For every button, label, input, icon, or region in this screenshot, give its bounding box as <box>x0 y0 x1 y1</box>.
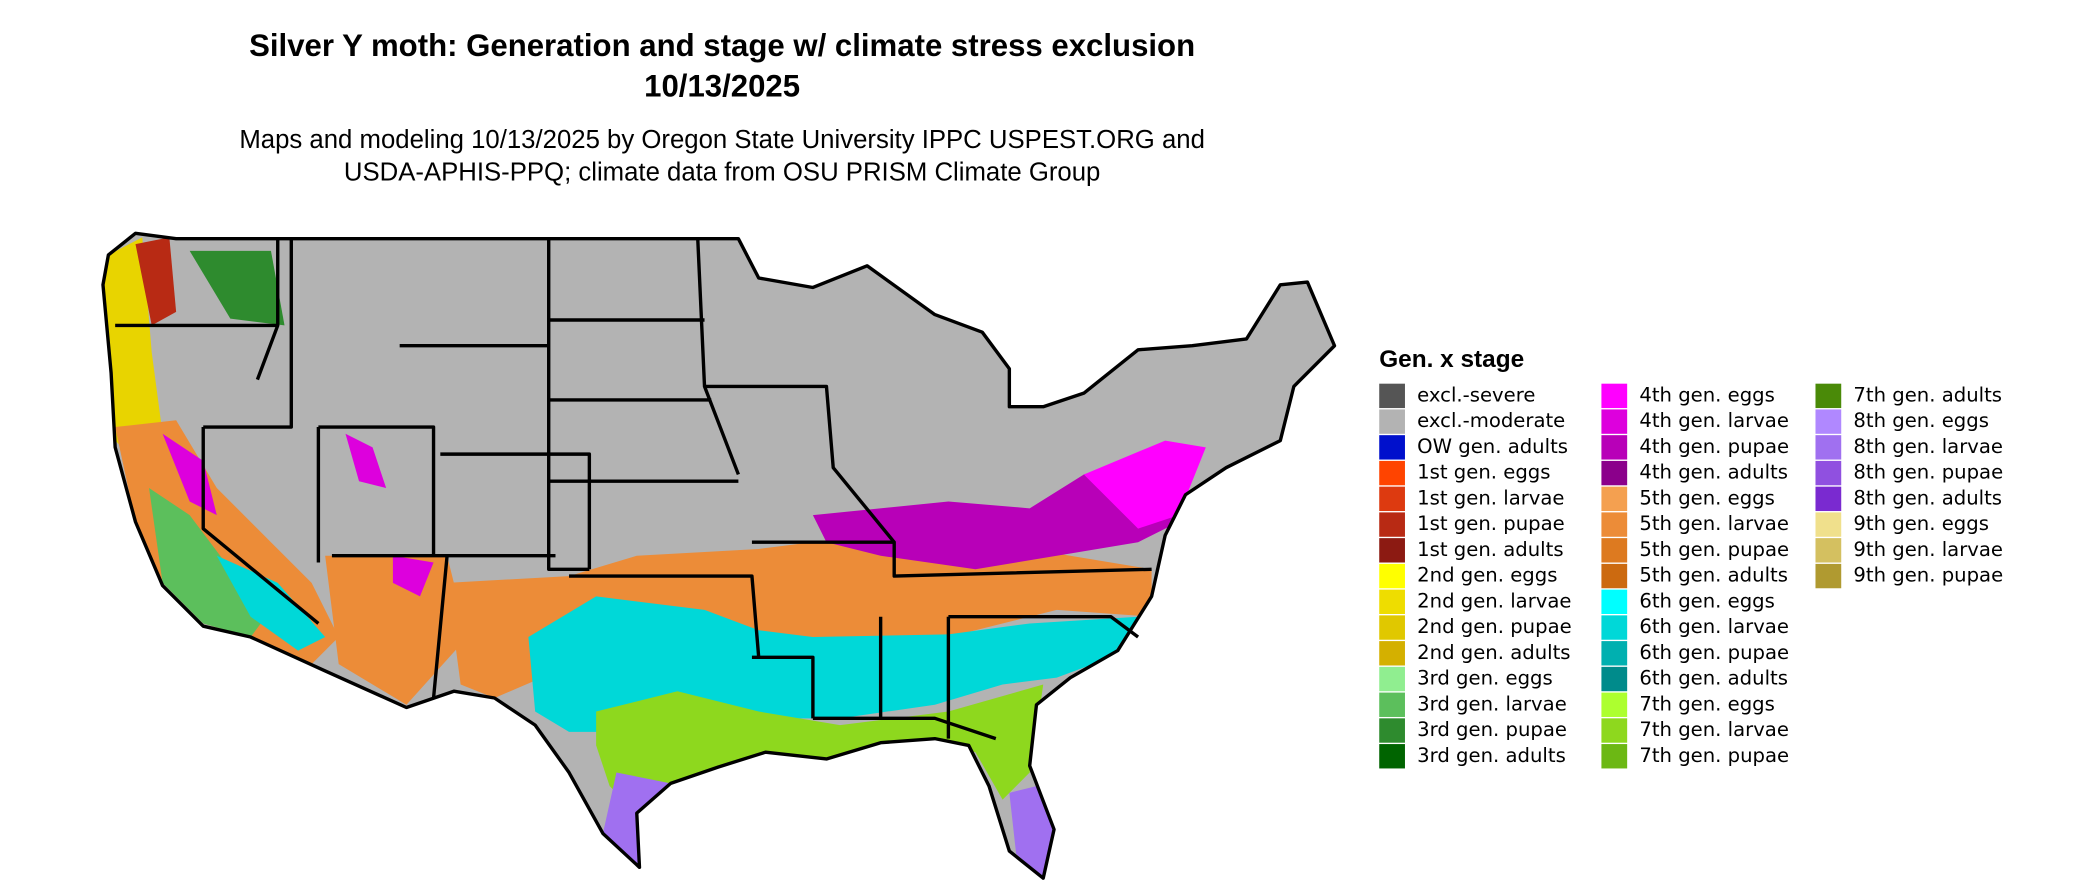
legend-swatch <box>1379 512 1405 537</box>
legend-label: 6th gen. larvae <box>1639 615 1789 638</box>
legend-swatch <box>1601 409 1628 434</box>
legend-swatch <box>1379 692 1405 717</box>
legend-label: 1st gen. larvae <box>1417 486 1564 509</box>
legend-label: 4th gen. eggs <box>1639 383 1775 406</box>
legend-label: 3rd gen. pupae <box>1417 718 1567 741</box>
legend-label: 5th gen. eggs <box>1639 486 1775 509</box>
title: Silver Y moth: Generation and stage w/ c… <box>249 28 1195 63</box>
legend-label: 7th gen. adults <box>1853 383 2002 406</box>
legend-label: 4th gen. larvae <box>1639 409 1789 432</box>
state-borders <box>101 231 1337 880</box>
legend-label: 1st gen. pupae <box>1417 512 1565 535</box>
legend-swatch <box>1815 538 1842 563</box>
legend-label: OW gen. adults <box>1417 435 1568 458</box>
legend-label: 8th gen. adults <box>1853 486 2002 509</box>
title-date: 10/13/2025 <box>644 69 800 104</box>
legend-swatch <box>1601 512 1628 537</box>
legend-label: 5th gen. larvae <box>1639 512 1789 535</box>
legend-swatch <box>1379 744 1405 769</box>
legend-label: 9th gen. eggs <box>1853 512 1989 535</box>
legend-swatch <box>1379 538 1405 563</box>
legend-label: 2nd gen. larvae <box>1417 589 1571 612</box>
legend-swatch <box>1379 435 1405 460</box>
legend-swatch <box>1815 486 1842 512</box>
legend-swatch <box>1601 589 1628 614</box>
legend-swatch <box>1601 538 1628 563</box>
legend-label: 2nd gen. pupae <box>1417 615 1572 638</box>
legend-swatch <box>1601 460 1628 486</box>
legend-swatch <box>1601 692 1628 717</box>
legend-swatch <box>1815 409 1842 434</box>
legend-label: 3rd gen. adults <box>1417 744 1566 767</box>
legend-swatch <box>1601 718 1628 743</box>
legend-label: 9th gen. pupae <box>1853 564 2003 587</box>
legend-swatch <box>1601 486 1628 512</box>
legend-label: 7th gen. larvae <box>1639 718 1789 741</box>
legend-swatch <box>1601 435 1628 460</box>
legend-swatch <box>1379 718 1405 743</box>
legend: excl.-severe excl.-moderate OW gen. adults… <box>1379 383 2003 769</box>
legend-label: 7th gen. eggs <box>1639 692 1775 715</box>
legend-swatch <box>1815 512 1842 537</box>
legend-swatch <box>1379 563 1405 589</box>
legend-label: 5th gen. pupae <box>1639 538 1789 561</box>
legend-swatch <box>1815 383 1842 409</box>
legend-label: excl.-severe <box>1417 383 1535 406</box>
legend-label: 3rd gen. eggs <box>1417 667 1553 690</box>
legend-label: 1st gen. eggs <box>1417 461 1550 484</box>
legend-title: Gen. x stage <box>1379 346 1524 373</box>
legend-label: 7th gen. pupae <box>1639 744 1789 767</box>
legend-swatch <box>1379 666 1405 692</box>
legend-swatch <box>1601 666 1628 692</box>
legend-label: 6th gen. eggs <box>1639 589 1775 612</box>
legend-label: 2nd gen. eggs <box>1417 564 1557 587</box>
legend-label: 6th gen. adults <box>1639 667 1788 690</box>
legend-label: 9th gen. larvae <box>1853 538 2003 561</box>
legend-swatch <box>1601 563 1628 589</box>
legend-swatch <box>1601 744 1628 769</box>
legend-label: 1st gen. adults <box>1417 538 1563 561</box>
legend-swatch <box>1601 615 1628 640</box>
legend-label: 3rd gen. larvae <box>1417 692 1567 715</box>
legend-label: 5th gen. adults <box>1639 564 1788 587</box>
legend-swatch <box>1379 409 1405 434</box>
legend-swatch <box>1601 383 1628 409</box>
legend-swatch <box>1815 563 1842 589</box>
legend-label: 6th gen. pupae <box>1639 641 1789 664</box>
legend-label: 2nd gen. adults <box>1417 641 1570 664</box>
legend-label: 4th gen. pupae <box>1639 435 1789 458</box>
subtitle: USDA-APHIS-PPQ; climate data from OSU PR… <box>344 158 1101 186</box>
legend-swatch <box>1379 460 1405 486</box>
legend-swatch <box>1379 486 1405 512</box>
legend-label: 8th gen. larvae <box>1853 435 2003 458</box>
legend-swatch <box>1601 641 1628 666</box>
legend-label: 4th gen. adults <box>1639 461 1788 484</box>
legend-label: excl.-moderate <box>1417 409 1565 432</box>
legend-swatch <box>1815 435 1842 460</box>
legend-swatch <box>1379 641 1405 666</box>
legend-label: 8th gen. eggs <box>1853 409 1989 432</box>
legend-label: 8th gen. pupae <box>1853 461 2003 484</box>
legend-swatch <box>1815 460 1842 486</box>
legend-swatch <box>1379 383 1405 409</box>
legend-swatch <box>1379 589 1405 614</box>
map <box>102 233 1335 879</box>
legend-swatch <box>1379 615 1405 640</box>
subtitle: Maps and modeling 10/13/2025 by Oregon S… <box>239 126 1205 154</box>
